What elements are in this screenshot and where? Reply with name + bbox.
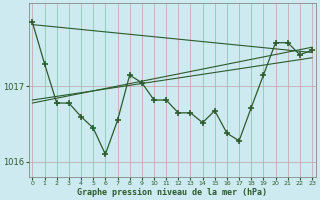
X-axis label: Graphe pression niveau de la mer (hPa): Graphe pression niveau de la mer (hPa)	[77, 188, 267, 197]
